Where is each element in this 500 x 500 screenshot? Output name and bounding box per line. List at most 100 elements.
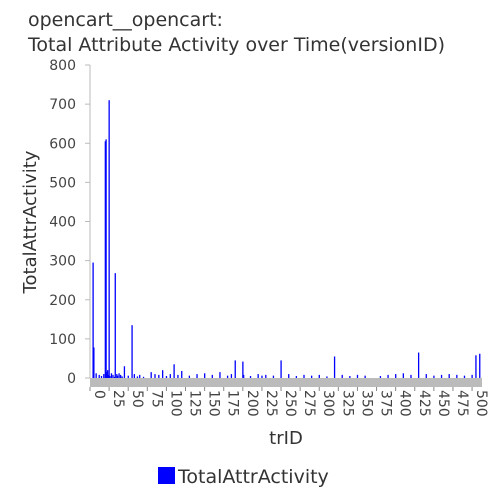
bar (106, 372, 108, 378)
bar (109, 376, 111, 378)
y-tick-label: 500 (49, 175, 76, 191)
bar (105, 139, 107, 378)
bar (98, 374, 100, 378)
bar (387, 374, 389, 378)
bar (110, 373, 113, 378)
bar (103, 374, 105, 378)
bar (395, 374, 397, 378)
bar (402, 373, 404, 378)
bar (106, 370, 109, 378)
chart-title-line1: opencart__opencart: (28, 9, 223, 31)
bar (288, 374, 290, 378)
bar (114, 273, 116, 378)
x-tick-label: 350 (358, 390, 374, 417)
bars (92, 100, 481, 379)
bar (280, 360, 282, 378)
bar (219, 372, 221, 378)
x-axis-ticks: 0 25 50 75 100 125 150 175 200 225 250 275 300 325 350… (89, 387, 489, 417)
bar (93, 347, 95, 378)
bar (188, 375, 191, 378)
bar (272, 375, 275, 378)
bar (471, 374, 473, 378)
legend-label: TotalAttrActivity (177, 466, 329, 488)
bar (196, 374, 198, 378)
bar (123, 366, 126, 378)
bar (92, 262, 94, 378)
bar (150, 372, 152, 378)
bar (113, 376, 116, 378)
bar (104, 141, 106, 378)
bar (139, 374, 141, 378)
bar (349, 376, 351, 378)
y-axis-ticks: 0 100 200 300 400 500 600 700 800 (49, 58, 90, 387)
bar (142, 376, 145, 378)
bar (136, 376, 139, 378)
bar (456, 374, 458, 378)
bar (257, 374, 259, 378)
x-tick-label: 75 (148, 390, 164, 408)
y-tick-label: 700 (49, 97, 76, 113)
y-tick-label: 0 (67, 371, 76, 387)
bar (303, 374, 305, 378)
x-tick-label: 250 (282, 390, 298, 417)
bar (356, 374, 359, 378)
bar (127, 375, 129, 378)
bar (131, 325, 133, 378)
x-tick-label: 400 (397, 390, 413, 417)
bar (295, 376, 298, 378)
y-tick-label: 800 (49, 58, 76, 74)
bar (121, 376, 123, 378)
bar (326, 376, 328, 378)
bar (165, 376, 168, 378)
bar (95, 373, 97, 378)
x-tick-label: 500 (473, 390, 489, 417)
x-tick-label: 275 (301, 390, 317, 417)
x-tick-label: 25 (110, 390, 126, 408)
chart-title-line2: Total Attribute Activity over Time(versi… (27, 34, 445, 56)
bar (154, 374, 156, 378)
x-tick-label: 375 (378, 390, 394, 417)
bar (133, 374, 136, 378)
bar (161, 370, 164, 378)
bar (425, 374, 427, 378)
bar (448, 374, 450, 378)
x-tick-label: 150 (206, 390, 222, 417)
bar (261, 375, 263, 378)
y-tick-label: 200 (49, 293, 76, 309)
bar (318, 374, 320, 378)
x-tick-label: 300 (320, 390, 336, 417)
bar (410, 374, 412, 378)
x-tick-label: 475 (454, 390, 470, 417)
bar (100, 376, 103, 378)
x-tick-label: 325 (339, 390, 355, 417)
x-tick-label: 100 (167, 390, 183, 417)
bar (475, 355, 477, 378)
bar (310, 375, 313, 378)
bar (242, 374, 245, 378)
bar (479, 353, 481, 378)
bar (230, 374, 233, 378)
x-tick-label: 225 (263, 390, 279, 417)
x-tick-label: 175 (225, 390, 241, 417)
y-tick-label: 300 (49, 254, 76, 270)
bar (204, 373, 206, 378)
bar (433, 375, 435, 378)
y-tick-label: 100 (49, 332, 76, 348)
x-tick-label: 450 (435, 390, 451, 417)
bar (158, 374, 160, 378)
x-tick-label: 0 (91, 390, 107, 399)
legend-swatch (158, 467, 175, 484)
bar (118, 373, 120, 378)
bar (119, 374, 122, 378)
x-tick-label: 125 (187, 390, 203, 417)
bar (333, 356, 336, 378)
y-axis-label: TotalAttrActivity (20, 150, 41, 294)
bar (108, 100, 110, 379)
x-tick-label: 200 (244, 390, 260, 417)
bar (341, 374, 343, 378)
bar (112, 374, 114, 378)
bar (173, 364, 175, 378)
bar (177, 374, 179, 378)
x-tick-label: 425 (416, 390, 432, 417)
